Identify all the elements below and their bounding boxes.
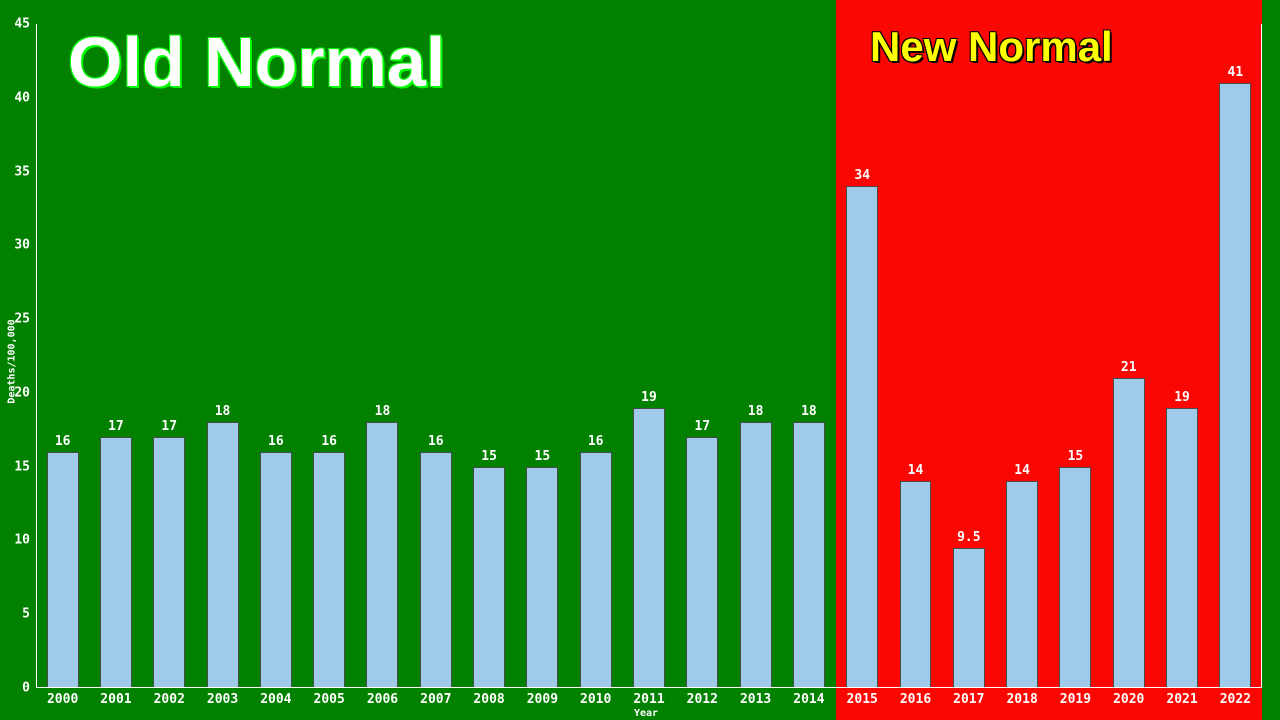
bar-value-label: 18 — [748, 404, 764, 419]
x-tick: 2017 — [953, 692, 984, 707]
bar: 18 — [793, 422, 825, 688]
x-tick: 2011 — [633, 692, 664, 707]
bar: 18 — [740, 422, 772, 688]
bar: 16 — [580, 452, 612, 688]
bar-value-label: 18 — [801, 404, 817, 419]
annotation-text: New Normal — [870, 23, 1113, 71]
bar: 15 — [473, 467, 505, 688]
bar-value-label: 21 — [1121, 360, 1137, 375]
x-tick: 2006 — [367, 692, 398, 707]
bar: 34 — [846, 186, 878, 688]
bar-value-label: 41 — [1228, 65, 1244, 80]
bar-value-label: 15 — [535, 449, 551, 464]
bar: 16 — [420, 452, 452, 688]
bar: 41 — [1219, 83, 1251, 688]
y-tick: 5 — [22, 607, 30, 622]
x-tick: 2008 — [473, 692, 504, 707]
x-tick: 2007 — [420, 692, 451, 707]
bar-value-label: 19 — [641, 390, 657, 405]
bar-value-label: 16 — [55, 434, 71, 449]
bar-value-label: 17 — [161, 419, 177, 434]
x-tick: 2003 — [207, 692, 238, 707]
bar: 17 — [100, 437, 132, 688]
bar: 15 — [1059, 467, 1091, 688]
x-axis-line — [36, 687, 1262, 688]
y-tick: 0 — [22, 681, 30, 696]
x-tick: 2005 — [314, 692, 345, 707]
x-tick: 2021 — [1166, 692, 1197, 707]
bar-value-label: 18 — [375, 404, 391, 419]
bar: 19 — [633, 408, 665, 688]
x-tick: 2002 — [154, 692, 185, 707]
x-tick: 2010 — [580, 692, 611, 707]
bar-value-label: 14 — [908, 463, 924, 478]
x-tick: 2004 — [260, 692, 291, 707]
bar: 16 — [260, 452, 292, 688]
bar: 18 — [366, 422, 398, 688]
bar: 19 — [1166, 408, 1198, 688]
bar-value-label: 15 — [481, 449, 497, 464]
y-tick: 35 — [14, 164, 30, 179]
x-tick: 2012 — [687, 692, 718, 707]
bar-value-label: 34 — [854, 168, 870, 183]
bar-value-label: 16 — [268, 434, 284, 449]
bar: 16 — [47, 452, 79, 688]
annotation-text: Old Normal — [68, 22, 445, 102]
plot-area: 0510152025303540452000162001172002172003… — [36, 24, 1262, 688]
x-tick: 2014 — [793, 692, 824, 707]
bar-value-label: 18 — [215, 404, 231, 419]
x-tick: 2009 — [527, 692, 558, 707]
bar: 14 — [900, 481, 932, 688]
x-axis-label: Year — [634, 708, 658, 719]
x-tick: 2018 — [1006, 692, 1037, 707]
y-tick: 45 — [14, 17, 30, 32]
bar-value-label: 17 — [694, 419, 710, 434]
x-tick: 2020 — [1113, 692, 1144, 707]
bar-value-label: 15 — [1068, 449, 1084, 464]
deaths-chart: Deaths/100,000 - Unknown Causes - Both S… — [0, 0, 1280, 720]
x-tick: 2022 — [1220, 692, 1251, 707]
x-tick: 2016 — [900, 692, 931, 707]
bar: 17 — [153, 437, 185, 688]
bar: 15 — [526, 467, 558, 688]
y-axis-line — [36, 24, 37, 688]
bar-value-label: 14 — [1014, 463, 1030, 478]
bar: 17 — [686, 437, 718, 688]
x-tick: 2001 — [100, 692, 131, 707]
bar-value-label: 16 — [321, 434, 337, 449]
x-tick: 2000 — [47, 692, 78, 707]
bar-value-label: 9.5 — [957, 530, 980, 545]
bar-value-label: 17 — [108, 419, 124, 434]
bar-value-label: 16 — [588, 434, 604, 449]
y-axis-label: Deaths/100,000 — [7, 319, 18, 403]
y-tick: 30 — [14, 238, 30, 253]
y-tick: 10 — [14, 533, 30, 548]
bar: 18 — [207, 422, 239, 688]
x-tick: 2013 — [740, 692, 771, 707]
bar-value-label: 16 — [428, 434, 444, 449]
x-tick: 2019 — [1060, 692, 1091, 707]
bar: 14 — [1006, 481, 1038, 688]
y-tick: 15 — [14, 459, 30, 474]
y-tick: 40 — [14, 90, 30, 105]
bar: 21 — [1113, 378, 1145, 688]
bar: 16 — [313, 452, 345, 688]
bar: 9.5 — [953, 548, 985, 688]
x-tick: 2015 — [847, 692, 878, 707]
y-axis-line-right — [1261, 24, 1262, 688]
bar-value-label: 19 — [1174, 390, 1190, 405]
